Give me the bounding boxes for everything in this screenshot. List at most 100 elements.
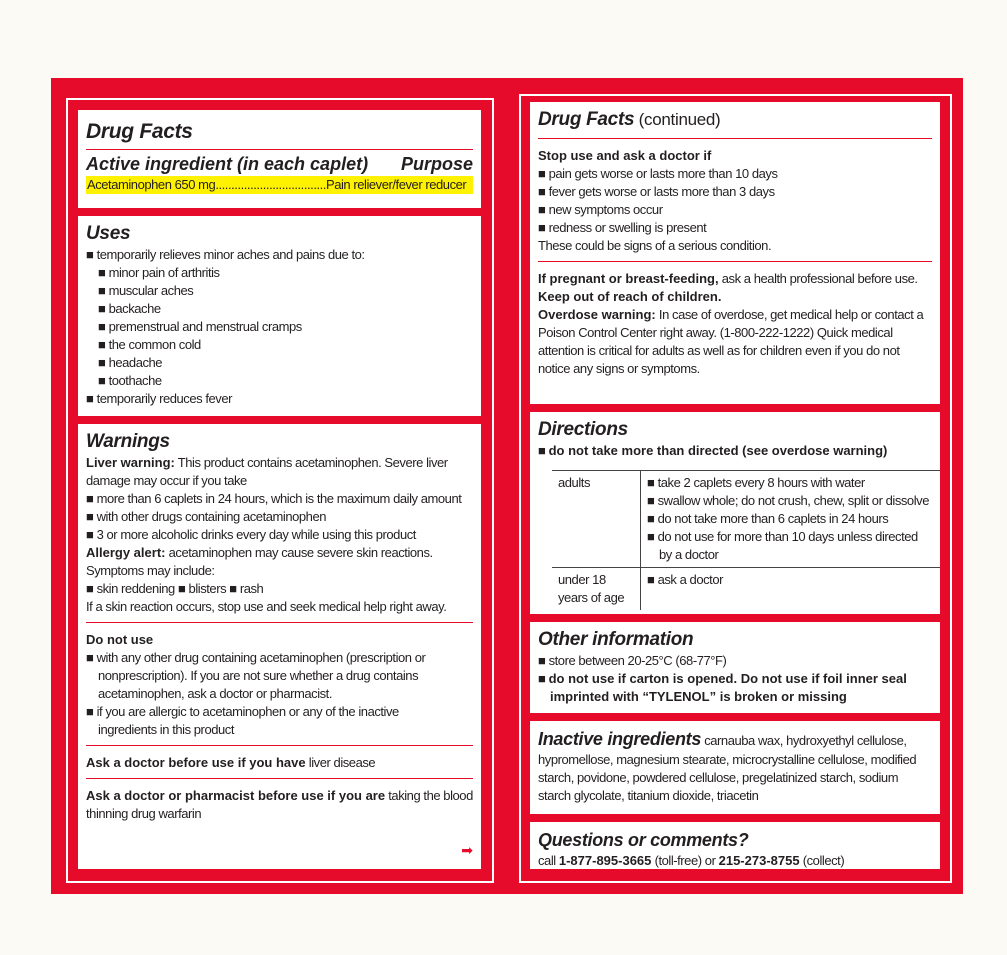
instruction-item: ■ take 2 caplets every 8 hours with wate… xyxy=(647,475,865,490)
text-line: ■ temporarily relieves minor aches and p… xyxy=(86,247,365,262)
text-line: ■ store between 20-25°C (68-77°F) xyxy=(538,653,727,668)
inactive-heading: Inactive ingredients xyxy=(538,729,702,749)
bullet-icon: ■ xyxy=(538,653,549,668)
text-line: thinning drug warfarin xyxy=(86,806,202,821)
questions-section: Questions or comments? call 1-877-895-36… xyxy=(530,822,940,869)
text-line: ■ if you are allergic to acetaminophen o… xyxy=(86,704,399,719)
section-heading: Uses xyxy=(86,223,131,244)
bullet-icon: ■ xyxy=(98,355,109,370)
text-line: ■ 3 or more alcoholic drinks every day w… xyxy=(86,527,416,542)
dosage-instructions: ■ take 2 caplets every 8 hours with wate… xyxy=(640,470,940,568)
text-line: ■ with other drugs containing acetaminop… xyxy=(86,509,327,524)
directions-row: adults ■ take 2 caplets every 8 hours wit… xyxy=(552,470,940,568)
text-line: Allergy alert: acetaminophen may cause s… xyxy=(86,545,433,560)
text-line: Keep out of reach of children. xyxy=(538,289,722,304)
text-line: Ask a doctor or pharmacist before use if… xyxy=(86,788,473,803)
bullet-icon: ■ xyxy=(98,265,109,280)
section-heading: Drug Facts (continued) xyxy=(538,109,721,130)
bullet-icon: ■ xyxy=(86,704,97,719)
bullet-icon: ■ xyxy=(538,220,549,235)
instruction-item: ■ do not use for more than 10 days unles… xyxy=(647,529,918,562)
warnings-section: Warnings Liver warning: This product cont… xyxy=(78,424,481,869)
instruction-item: ■ swallow whole; do not crush, chew, spl… xyxy=(647,493,929,508)
text-line: ■ backache xyxy=(98,301,161,316)
text-line: Stop use and ask a doctor if xyxy=(538,148,712,163)
text-line: nonprescription). If you are not sure wh… xyxy=(98,668,419,683)
bullet-icon: ■ xyxy=(98,373,109,388)
text-line: attention is critical for adults as well… xyxy=(538,343,900,358)
text-line: ■ redness or swelling is present xyxy=(538,220,707,235)
divider xyxy=(86,745,473,746)
divider xyxy=(86,622,473,623)
text-line: ■ do not use if carton is opened. Do not… xyxy=(538,671,907,686)
bullet-icon: ■ xyxy=(538,671,549,686)
divider xyxy=(86,778,473,779)
text-line: ■ new symptoms occur xyxy=(538,202,663,217)
text-line: ■ more than 6 caplets in 24 hours, which… xyxy=(86,491,462,506)
right-arrow-icon: ➡ xyxy=(461,842,473,858)
other-information-section: Other information ■ store between 20-25°C… xyxy=(530,622,940,713)
drug-facts-title: Drug Facts xyxy=(86,120,193,143)
text-line: ■ fever gets worse or lasts more than 3 … xyxy=(538,184,775,199)
uses-section: Uses ■ temporarily relieves minor aches a… xyxy=(78,216,481,416)
text-line: Ask a doctor before use if you have live… xyxy=(86,755,376,770)
dosage-instructions: ■ ask a doctor xyxy=(640,567,940,610)
text-line: ■ premenstrual and menstrual cramps xyxy=(98,319,302,334)
text-line: ■ toothache xyxy=(98,373,162,388)
text-line: These could be signs of a serious condit… xyxy=(538,238,772,253)
bullet-icon: ■ xyxy=(98,319,109,334)
bullet-icon: ■ xyxy=(538,166,549,181)
text-line: ■ temporarily reduces fever xyxy=(86,391,232,406)
text-line: Do not use xyxy=(86,632,154,647)
divider xyxy=(86,149,473,150)
inactive-first-line: Inactive ingredients carnauba wax, hydro… xyxy=(538,729,907,749)
stop-use-section: Drug Facts (continued) Stop use and ask a… xyxy=(530,102,940,404)
age-group: under 18 years of age xyxy=(552,567,641,610)
active-ingredient-section: Drug Facts Active ingredient (in each ca… xyxy=(78,110,481,208)
text-line: ■ minor pain of arthritis xyxy=(98,265,220,280)
text-line: Liver warning: This product contains ace… xyxy=(86,455,448,470)
left-panel-frame xyxy=(66,98,494,883)
text-line: ■ the common cold xyxy=(98,337,201,352)
bullet-icon: ■ xyxy=(86,509,97,524)
age-group: adults xyxy=(552,470,641,568)
text-line: ■ pain gets worse or lasts more than 10 … xyxy=(538,166,778,181)
bullet-icon: ■ xyxy=(86,650,97,665)
bullet-icon: ■ xyxy=(86,491,97,506)
text-line: damage may occur if you take xyxy=(86,473,247,488)
right-panel-frame xyxy=(519,94,952,883)
text-line: hypromellose, magnesium stearate, microc… xyxy=(538,752,917,767)
text-line: Symptoms may include: xyxy=(86,563,215,578)
text-line: starch glycolate, titanium dioxide, tria… xyxy=(538,788,759,803)
directions-lead: ■ do not take more than directed (see ov… xyxy=(538,443,888,458)
bullet-icon: ■ xyxy=(538,202,549,217)
active-ingredient-heading: Active ingredient (in each caplet) xyxy=(86,154,369,174)
active-ingredient-line: Acetaminophen 650 mg....................… xyxy=(86,176,473,194)
questions-heading: Questions or comments? xyxy=(538,830,749,850)
text-line: ingredients in this product xyxy=(98,722,234,737)
section-heading: Other information xyxy=(538,629,694,650)
purpose-heading: Purpose xyxy=(400,154,473,174)
directions-heading: Directions xyxy=(538,419,628,440)
directions-table: adults ■ take 2 caplets every 8 hours wit… xyxy=(552,470,940,610)
bullet-icon: ■ xyxy=(98,283,109,298)
bullet-icon: ■ xyxy=(98,301,109,316)
instruction-item: ■ ask a doctor xyxy=(647,572,723,587)
bullet-icon: ■ xyxy=(86,391,97,406)
questions-contact-line: call 1-877-895-3665 (toll-free) or 215-2… xyxy=(538,853,845,868)
bullet-icon: ■ xyxy=(98,337,109,352)
section-heading: Warnings xyxy=(86,431,170,452)
text-line: starch, povidone, powdered cellulose, pr… xyxy=(538,770,899,785)
bullet-icon: ■ xyxy=(86,247,97,262)
bullet-icon: ■ xyxy=(86,527,97,542)
text-line: ■ with any other drug containing acetami… xyxy=(86,650,426,665)
text-line: notice any signs or symptoms. xyxy=(538,361,700,376)
text-line: If a skin reaction occurs, stop use and … xyxy=(86,599,447,614)
text-line: ■ headache xyxy=(98,355,163,370)
text-line: If pregnant or breast-feeding, ask a hea… xyxy=(538,271,918,286)
instruction-item: ■ do not take more than 6 caplets in 24 … xyxy=(647,511,889,526)
directions-section: Directions ■ do not take more than direc… xyxy=(530,412,940,614)
divider xyxy=(538,261,932,262)
text-line: ■ skin reddening ■ blisters ■ rash xyxy=(86,581,264,596)
divider xyxy=(538,138,932,139)
